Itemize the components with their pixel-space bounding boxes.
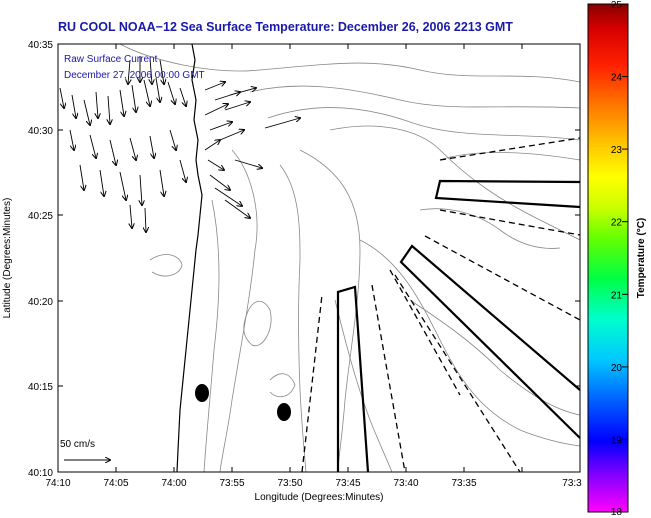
y-tick-label: 40:25 — [28, 211, 53, 222]
current-legend-time: December 27, 2006 00:00 GMT — [64, 70, 205, 81]
colorbar-tick-label: 19 — [611, 435, 623, 446]
colorbar-ticks — [622, 3, 628, 513]
x-tick-label: 73:40 — [393, 478, 418, 489]
colorbar-tick-label: 23 — [611, 145, 623, 156]
colorbar — [587, 3, 629, 513]
plot-area — [58, 44, 580, 472]
colorbar-tick-label: 21 — [611, 290, 623, 301]
y-tick-label: 40:15 — [28, 382, 53, 393]
colorbar-label: Temperature (°C) — [636, 218, 647, 299]
scale-label: 50 cm/s — [60, 439, 95, 450]
colorbar-tick-label: 20 — [611, 363, 623, 374]
colorbar-tick-label: 22 — [611, 218, 623, 229]
x-tick-label: 73:35 — [451, 478, 476, 489]
x-axis-ticks — [115, 44, 523, 472]
x-tick-label: 74:10 — [45, 478, 70, 489]
current-legend-label: Raw Surface Current — [64, 54, 158, 65]
x-tick-label: 73:3 — [562, 478, 582, 489]
radar-beam-outlines — [336, 179, 581, 473]
map-title: RU COOL NOAA−12 Sea Surface Temperature:… — [58, 20, 513, 34]
x-tick-label: 74:00 — [161, 478, 186, 489]
current-vectors — [59, 56, 300, 232]
radar-dashed-lines — [301, 137, 581, 473]
y-axis-label: Latitude (Degrees:Minutes) — [2, 198, 13, 319]
station-marker — [195, 384, 209, 402]
y-tick-label: 40:30 — [28, 126, 53, 137]
colorbar-tick-label: 18 — [611, 507, 623, 518]
station-marker — [277, 403, 291, 421]
colorbar-tick-label: 25 — [611, 0, 623, 11]
x-tick-label: 73:45 — [335, 478, 360, 489]
x-axis-label: Longitude (Degrees:Minutes) — [255, 492, 384, 503]
x-tick-label: 73:55 — [219, 478, 244, 489]
coastline — [176, 43, 203, 473]
y-tick-label: 40:20 — [28, 297, 53, 308]
colorbar-tick-label: 24 — [611, 73, 623, 84]
x-tick-label: 74:05 — [103, 478, 128, 489]
y-axis-ticks — [58, 43, 580, 387]
y-tick-label: 40:35 — [28, 40, 53, 51]
y-tick-label: 40:10 — [28, 468, 53, 479]
plot-frame — [57, 43, 581, 473]
x-tick-label: 73:50 — [277, 478, 302, 489]
